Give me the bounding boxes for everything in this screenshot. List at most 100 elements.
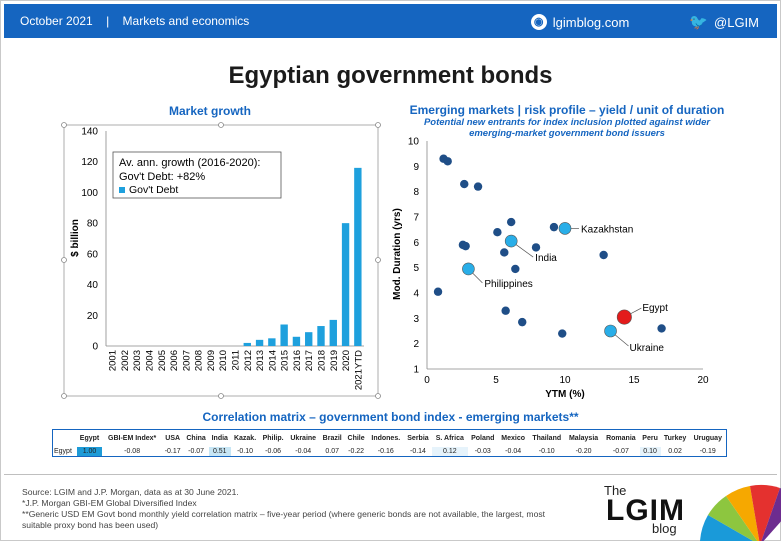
scatter-y-tick-label: 3 <box>413 314 419 325</box>
bar-chart-selection-handles <box>61 122 381 399</box>
corr-value-cell: -0.17 <box>164 447 181 455</box>
annotation-line-1: Av. ann. growth (2016-2020): <box>119 157 260 169</box>
corr-header-cell: China <box>186 434 206 442</box>
corr-value-cell: 0.07 <box>325 447 340 455</box>
banner-date: October 2021 <box>20 14 93 28</box>
bar-x-tick-label: 2009 <box>206 350 217 371</box>
scatter-point <box>599 250 608 260</box>
logo-lgim: LGIM <box>606 494 685 527</box>
corr-value-cell: -0.04 <box>505 447 522 455</box>
bar-y-axis-label: $ billion <box>70 219 81 257</box>
corr-value-cell: -0.08 <box>124 447 141 455</box>
scatter-axes <box>426 141 703 370</box>
corr-header-cell: Indones. <box>371 434 401 442</box>
annotation-box <box>112 151 282 199</box>
corr-value-cell: 1.00 <box>76 446 103 457</box>
selection-handle <box>61 257 67 263</box>
bar-x-tick-label: 2020 <box>341 350 352 371</box>
bar-chart-y-ticks: 0 20 40 60 80 100 120 140 <box>81 127 98 353</box>
twitter-handle[interactable]: @LGIM <box>714 14 759 30</box>
bar-y-tick-label: 100 <box>81 188 98 199</box>
scatter-y-tick-label: 8 <box>413 187 419 198</box>
corr-value-cell: -0.03 <box>474 447 491 455</box>
corr-value-cell: 0.51 <box>208 446 231 457</box>
twitter-bird-icon: 🐦 <box>689 14 709 31</box>
corr-value-cell: 0.12 <box>431 446 468 457</box>
highlight-label-kazakhstan: Kazakhstan <box>581 224 633 235</box>
bar-2017 <box>305 332 313 346</box>
bar-x-tick-label: 2016 <box>292 350 303 371</box>
bar-x-tick-label: 2004 <box>145 350 156 371</box>
banner-separator: | <box>106 14 110 28</box>
corr-value-cell: -0.10 <box>237 447 254 455</box>
scatter-point <box>511 264 520 274</box>
corr-row-label: Egypt <box>54 447 72 455</box>
bar-x-tick-label: 2006 <box>169 350 180 371</box>
bar-2015 <box>280 324 288 346</box>
logo-the: The <box>604 483 627 498</box>
corr-header-cell: Kazak. <box>233 434 257 442</box>
banner-section: Markets and economics <box>122 14 250 28</box>
scatter-highlight-points: Kazakhstan India Philippines Egypt Ukraine <box>462 222 668 354</box>
bar-y-tick-label: 140 <box>81 127 98 138</box>
corr-value-cell: -0.20 <box>575 447 592 455</box>
footnote-source: Source: LGIM and J.P. Morgan, data as at… <box>22 487 239 497</box>
scatter-y-tick-label: 7 <box>413 213 419 224</box>
corr-value-cell: -0.19 <box>699 447 716 455</box>
legend-label-govt-debt: Gov't Debt <box>129 184 178 196</box>
scatter-y-tick-label: 4 <box>413 289 419 300</box>
scatter-point <box>460 179 469 189</box>
scatter-x-tick-label: 0 <box>424 375 430 386</box>
bar-x-tick-label: 2007 <box>181 350 192 371</box>
scatter-point <box>493 228 502 237</box>
bar-x-tick-label: 2018 <box>317 350 328 371</box>
bar-2013 <box>255 339 264 346</box>
correlation-header-row: Egypt GBI-EM Index* USA China India Kazak. Phi… <box>53 430 727 447</box>
scatter-subtitle-line-1: Potential new entrants for index inclusi… <box>423 117 711 128</box>
bar-y-tick-label: 0 <box>92 342 98 353</box>
selection-handle <box>375 122 381 128</box>
corr-value-cell: -0.22 <box>348 447 365 455</box>
annotation-line-2: Gov't Debt: +82% <box>119 171 205 183</box>
bar-y-tick-label: 60 <box>87 249 99 260</box>
bar-chart-bars <box>243 167 362 346</box>
bar-x-tick-label: 2003 <box>132 350 143 371</box>
highlight-label-egypt: Egypt <box>642 303 668 314</box>
footnotes: Source: LGIM and J.P. Morgan, data as at… <box>22 487 582 531</box>
footnote-method-cont: suitable proxy bond has been used) <box>22 520 159 530</box>
bar-x-tick-label: 2013 <box>255 350 266 371</box>
bar-y-tick-label: 120 <box>81 157 98 168</box>
selection-handle <box>218 122 224 128</box>
umbrella-segment-green <box>708 496 758 541</box>
bar-y-tick-label: 40 <box>87 280 99 291</box>
corr-header-cell: Egypt <box>79 434 100 442</box>
site-link[interactable]: lgimblog.com <box>552 14 630 30</box>
footnote-index: *J.P. Morgan GBI-EM Global Diversified I… <box>22 498 197 508</box>
corr-header-cell: Malaysia <box>568 434 599 442</box>
corr-header-cell: Brazil <box>322 434 342 442</box>
corr-value-cell: -0.06 <box>265 447 282 455</box>
highlight-point-india <box>504 234 518 248</box>
footer-divider <box>4 474 777 475</box>
corr-header-cell: Mexico <box>501 434 525 442</box>
scatter-point <box>473 182 483 191</box>
bar-2016 <box>292 336 301 346</box>
bar-x-tick-label: 2017 <box>304 350 315 371</box>
bar-x-tick-label: 2001 <box>108 350 119 371</box>
bar-x-tick-label: 2012 <box>243 350 254 371</box>
bar-2014 <box>268 338 276 346</box>
scatter-x-tick-label: 20 <box>697 375 709 386</box>
scatter-x-tick-label: 5 <box>493 375 499 386</box>
corr-header-cell: Ukraine <box>290 434 317 442</box>
top-banner: October 2021 | Markets and economics ◉ l… <box>4 4 777 38</box>
corr-header-cell: S. Africa <box>435 434 464 442</box>
corr-value-cell: 0.10 <box>639 446 661 457</box>
selection-handle <box>375 257 381 263</box>
globe-icon: ◉ <box>530 14 547 30</box>
corr-header-cell: Chile <box>347 434 365 442</box>
highlight-point-ukraine <box>604 324 617 338</box>
bar-2020 <box>341 223 350 346</box>
bar-x-tick-label: 2010 <box>218 350 229 371</box>
scatter-x-tick-label: 10 <box>559 375 571 386</box>
